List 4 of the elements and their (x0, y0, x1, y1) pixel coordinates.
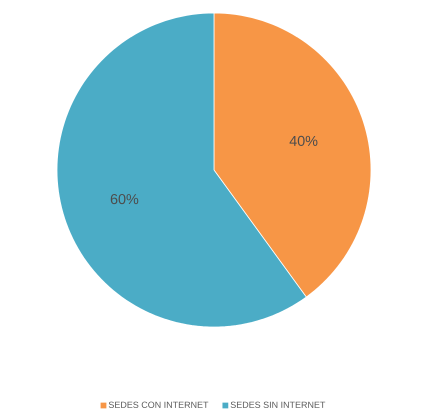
data-label: 60% (110, 194, 138, 204)
legend-label: SEDES CON INTERNET (108, 402, 208, 408)
legend-label: SEDES SIN INTERNET (230, 402, 326, 408)
data-label: 40% (290, 136, 318, 146)
